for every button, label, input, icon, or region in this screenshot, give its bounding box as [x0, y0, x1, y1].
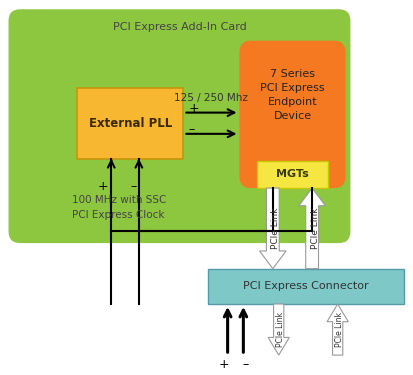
Polygon shape [268, 304, 290, 355]
Text: 100 MHz with SSC
PCI Express Clock: 100 MHz with SSC PCI Express Clock [72, 195, 167, 220]
Text: +: + [218, 358, 229, 371]
Polygon shape [259, 188, 286, 268]
Text: –: – [188, 123, 195, 136]
Polygon shape [299, 188, 325, 268]
Text: +: + [188, 102, 199, 115]
FancyBboxPatch shape [9, 9, 351, 243]
Text: 125 / 250 Mhz: 125 / 250 Mhz [174, 93, 248, 103]
Text: –: – [131, 180, 137, 193]
Text: PCI Express Add-In Card: PCI Express Add-In Card [113, 22, 246, 32]
Text: 7 Series
PCI Express
Endpoint
Device: 7 Series PCI Express Endpoint Device [260, 69, 325, 121]
FancyBboxPatch shape [240, 41, 346, 188]
Text: PCIe Link: PCIe Link [276, 312, 285, 347]
Bar [77, 88, 183, 159]
Text: +: + [98, 180, 109, 193]
Text: External PLL: External PLL [89, 117, 172, 130]
Bar [257, 160, 328, 188]
Bar [208, 268, 404, 304]
Text: PCIe Link: PCIe Link [271, 208, 280, 249]
Text: PCI Express Connector: PCI Express Connector [243, 281, 369, 291]
Text: PCIe Link: PCIe Link [311, 208, 320, 249]
Text: MGTs: MGTs [276, 170, 309, 179]
Text: –: – [242, 358, 249, 371]
Text: PCIe Link: PCIe Link [335, 312, 344, 347]
Polygon shape [327, 304, 348, 355]
